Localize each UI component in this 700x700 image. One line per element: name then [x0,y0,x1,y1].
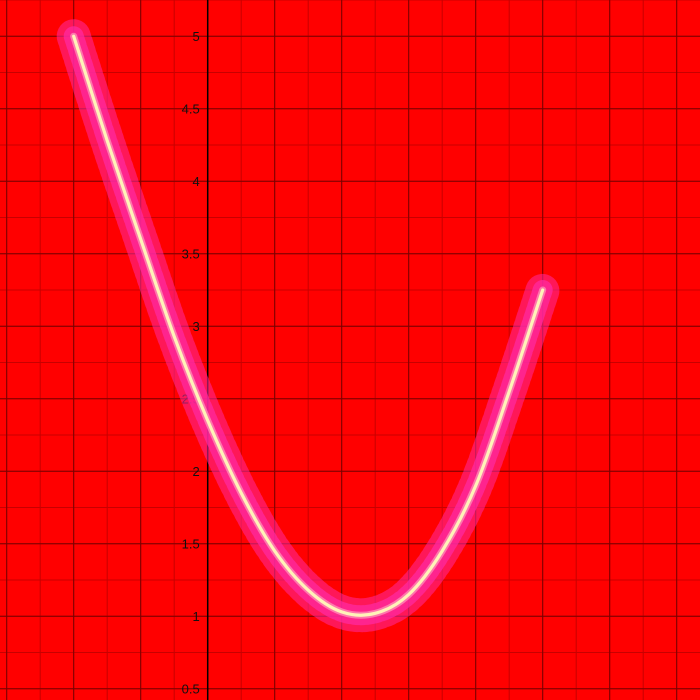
y-tick-label: 0.5 [182,681,200,696]
series-0-line [72,34,545,617]
y-tick-label: 1 [192,609,199,624]
series-layer [56,19,560,633]
y-tick-label: 3.5 [182,246,200,261]
y-tick-label: 5 [192,29,199,44]
y-tick-label: 1.5 [182,536,200,551]
y-tick-label: 3 [192,319,199,334]
y-tick-label: 4.5 [182,101,200,116]
y-tick-label: 4 [192,174,199,189]
y-tick-label: 2 [192,464,199,479]
